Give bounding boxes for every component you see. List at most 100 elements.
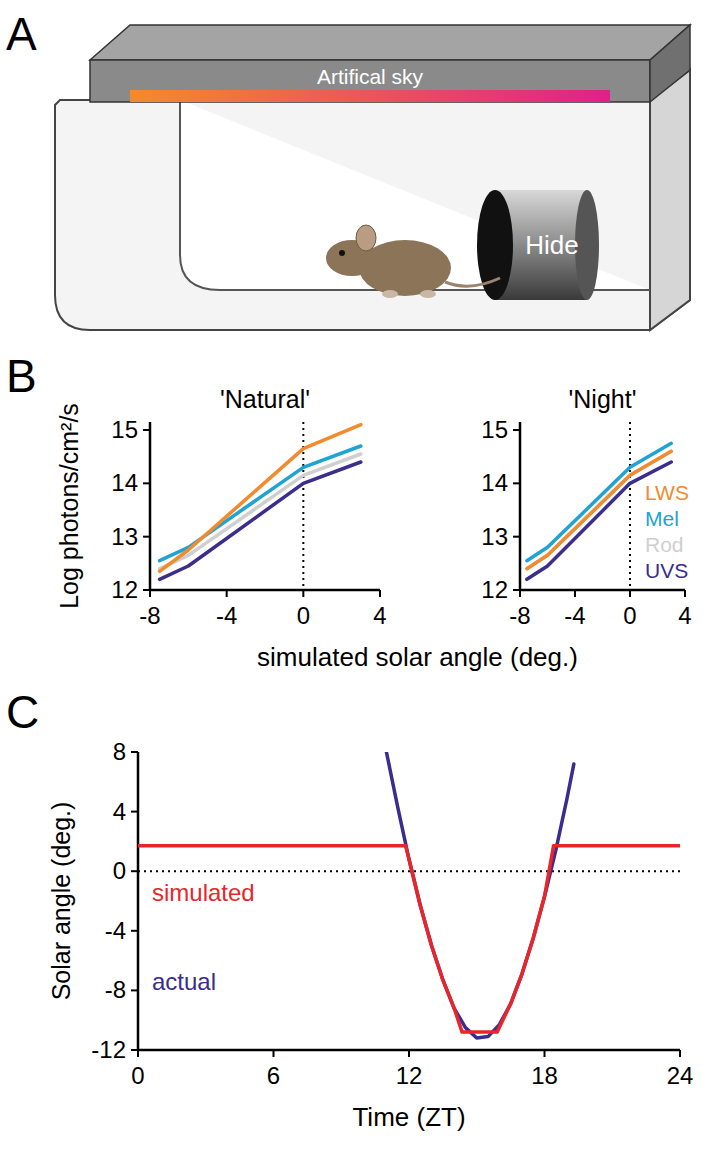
y-axis-title: Solar angle (deg.) [47, 802, 75, 1001]
mouse-foot [382, 290, 398, 298]
chart-0: 12 13 14 15 -8 -4 0 4 'Natural' simulated solar a… [55, 385, 578, 672]
series-label: simulated [152, 879, 255, 906]
x-tick [137, 1050, 139, 1057]
panel-letter: C [6, 686, 39, 738]
x-tick [379, 590, 381, 597]
mouse [326, 225, 500, 298]
series-line [160, 425, 361, 572]
y-tick [131, 870, 138, 872]
y-tick-label: -8 [105, 976, 126, 1003]
y-tick [131, 811, 138, 813]
y-tick [513, 589, 520, 591]
x-tick [149, 590, 151, 597]
chart-title: 'Night' [569, 385, 637, 413]
y-axis [149, 422, 152, 590]
panel-letter: A [6, 8, 37, 60]
mouse-eye [339, 250, 345, 256]
y-tick-label: -4 [105, 917, 126, 944]
x-tick-label: 18 [531, 1062, 558, 1089]
y-tick-label: 8 [113, 738, 126, 765]
y-tick-label: 12 [481, 576, 508, 603]
x-axis [520, 589, 685, 592]
y-axis [137, 752, 140, 1050]
y-tick [513, 429, 520, 431]
x-tick-label: -8 [139, 602, 160, 629]
mouse-ear [356, 225, 376, 251]
x-tick [629, 590, 631, 597]
x-tick-label: -4 [564, 602, 585, 629]
x-tick [273, 1050, 275, 1057]
y-tick [143, 482, 150, 484]
sky-light [130, 90, 610, 102]
y-tick [513, 482, 520, 484]
x-tick-label: 4 [373, 602, 386, 629]
reference-line [138, 870, 680, 872]
y-tick-label: 13 [481, 523, 508, 550]
legend-entry: UVS [645, 559, 688, 582]
x-tick-label: 12 [396, 1062, 423, 1089]
y-tick [513, 536, 520, 538]
x-tick [684, 590, 686, 597]
series-line [160, 462, 361, 579]
y-tick-label: 4 [113, 798, 126, 825]
enclosure [55, 70, 690, 330]
x-tick-label: 4 [678, 602, 691, 629]
x-axis [150, 589, 380, 592]
panel-letter: B [6, 350, 37, 402]
y-tick-label: 15 [111, 416, 138, 443]
y-tick [131, 989, 138, 991]
sky-label: Artifical sky [317, 65, 424, 88]
y-tick [143, 429, 150, 431]
x-tick [226, 590, 228, 597]
x-axis-title: Time (ZT) [352, 1102, 465, 1132]
x-axis-title: simulated solar angle (deg.) [257, 642, 578, 672]
series-label: actual [152, 968, 216, 995]
x-tick-label: 6 [267, 1062, 280, 1089]
x-tick-label: 24 [667, 1062, 694, 1089]
reference-line [629, 422, 631, 590]
y-axis [519, 422, 522, 590]
y-tick-label: 15 [481, 416, 508, 443]
x-tick [544, 1050, 546, 1057]
figure: A Artifical sky Hide B 12 13 14 15 -8 -4 0 4 'Natura… [0, 0, 708, 1160]
hide-label: Hide [525, 230, 578, 260]
legend-entry: LWS [645, 481, 689, 504]
x-tick-label: -8 [509, 602, 530, 629]
x-tick-label: 0 [131, 1062, 144, 1089]
x-tick [574, 590, 576, 597]
enclosure-side [650, 70, 690, 330]
y-tick [131, 930, 138, 932]
y-tick-label: 14 [481, 469, 508, 496]
panel-a: A Artifical sky Hide [6, 8, 690, 330]
y-axis-title: Log photons/cm²/s [55, 403, 83, 609]
y-tick-label: 12 [111, 576, 138, 603]
chart-title: 'Natural' [220, 385, 310, 413]
y-tick-label: 13 [111, 523, 138, 550]
mouse-tail [445, 278, 500, 286]
x-tick-label: 0 [297, 602, 310, 629]
y-tick [143, 536, 150, 538]
plot-area [138, 752, 680, 1038]
y-tick-label: -12 [91, 1036, 126, 1063]
chart-2: -12 -8 -4 0 4 8 0 6 12 18 24 simulated actual Time (Z… [47, 738, 693, 1132]
lid-front [90, 60, 650, 102]
y-tick-label: 0 [113, 857, 126, 884]
x-tick [302, 590, 304, 597]
x-tick [519, 590, 521, 597]
plot-area [160, 422, 361, 590]
y-tick [131, 751, 138, 753]
mouse-foot [420, 290, 436, 298]
legend-entry: Rod [645, 533, 684, 556]
lid-side [650, 25, 690, 102]
lid-top [90, 25, 690, 60]
series-line [160, 454, 361, 569]
y-tick [143, 589, 150, 591]
x-tick-label: -4 [216, 602, 237, 629]
y-tick [131, 1049, 138, 1051]
y-tick-label: 14 [111, 469, 138, 496]
x-tick [679, 1050, 681, 1057]
series-line [138, 846, 680, 1032]
x-tick [408, 1050, 410, 1057]
series-line [160, 446, 361, 561]
x-tick-label: 0 [623, 602, 636, 629]
